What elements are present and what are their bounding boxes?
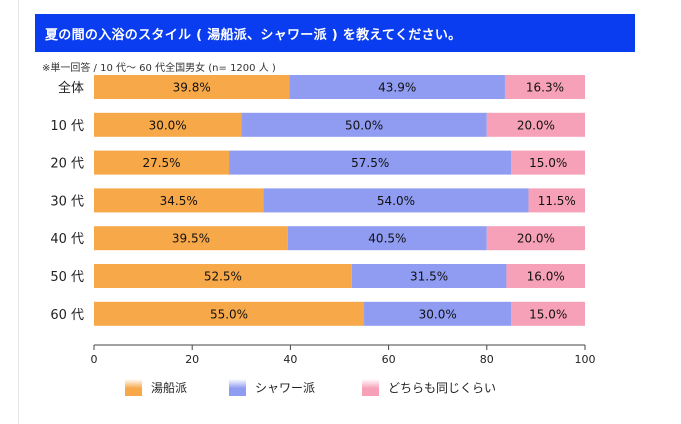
data-label: 39.5%: [172, 232, 210, 246]
bar-segment: [94, 226, 288, 251]
data-label: 43.9%: [378, 81, 416, 95]
data-label: 15.0%: [529, 156, 567, 170]
data-label: 15.0%: [529, 307, 567, 321]
bar-segment: [287, 226, 487, 251]
category-label: 60 代: [50, 308, 84, 323]
bar-segment: [486, 112, 585, 137]
bar-segment: [263, 188, 529, 213]
data-label: 27.5%: [142, 156, 180, 170]
bar-segment: [241, 112, 487, 137]
legend-swatch-yubune: [125, 379, 142, 396]
bar-segment: [94, 264, 352, 288]
data-label: 55.0%: [210, 307, 248, 321]
data-label: 20.0%: [517, 232, 555, 246]
x-tick-label: 100: [575, 353, 596, 366]
legend-item-same: どちらも同じくらい: [362, 379, 496, 396]
bar-segment: [364, 301, 512, 326]
bar-segment: [351, 264, 507, 288]
data-label: 39.8%: [173, 81, 211, 95]
data-label: 16.3%: [526, 81, 564, 95]
bar-segment: [289, 75, 505, 99]
survey-note: ※単一回答 / 10 代〜 60 代全国男女 (n= 1200 人 ): [42, 63, 276, 74]
bar-segment: [528, 188, 585, 213]
legend-label-yubune: 湯船派: [151, 381, 188, 395]
data-label: 54.0%: [377, 194, 415, 208]
data-label: 16.0%: [527, 270, 565, 284]
data-label: 20.0%: [517, 118, 555, 132]
legend: 湯船派 シャワー派 どちらも同じくらい: [125, 379, 625, 403]
data-label: 34.5%: [160, 194, 198, 208]
category-label: 40 代: [50, 232, 84, 247]
bar-segment: [94, 75, 290, 99]
data-label: 30.0%: [149, 118, 187, 132]
bar-segment: [94, 301, 365, 326]
bar-segment: [94, 188, 264, 213]
category-label: 全体: [58, 80, 84, 96]
legend-swatch-shower: [229, 379, 246, 396]
bar-segment: [94, 150, 230, 175]
bar-segment: [229, 150, 512, 175]
data-label: 50.0%: [345, 118, 383, 132]
chart-title: 夏の間の入浴のスタイル ( 湯船派、シャワー派 ) を教えてください。: [35, 14, 635, 52]
data-label: 31.5%: [410, 270, 448, 284]
bar-segment: [511, 150, 585, 175]
bar-segment: [486, 226, 585, 251]
category-label: 30 代: [50, 194, 84, 209]
data-label: 11.5%: [538, 194, 576, 208]
data-label: 57.5%: [351, 156, 389, 170]
category-label: 50 代: [50, 270, 84, 285]
category-label: 10 代: [50, 119, 84, 134]
legend-item-yubune: 湯船派: [125, 379, 187, 396]
bar-segment: [511, 301, 585, 326]
legend-label-shower: シャワー派: [255, 381, 316, 395]
x-tick-label: 60: [382, 353, 396, 366]
bar-segment: [94, 112, 242, 137]
bar-segment: [506, 264, 585, 288]
x-tick-label: 0: [91, 353, 98, 366]
legend-item-shower: シャワー派: [229, 379, 315, 396]
category-label: 20 代: [50, 157, 84, 172]
bar-segment: [504, 75, 585, 99]
data-label: 30.0%: [419, 307, 457, 321]
x-tick-label: 20: [185, 353, 199, 366]
x-tick-label: 40: [283, 353, 297, 366]
legend-swatch-same: [362, 379, 379, 396]
data-label: 40.5%: [368, 232, 406, 246]
x-tick-label: 80: [480, 353, 494, 366]
data-label: 52.5%: [204, 270, 242, 284]
legend-label-same: どちらも同じくらい: [388, 381, 497, 395]
